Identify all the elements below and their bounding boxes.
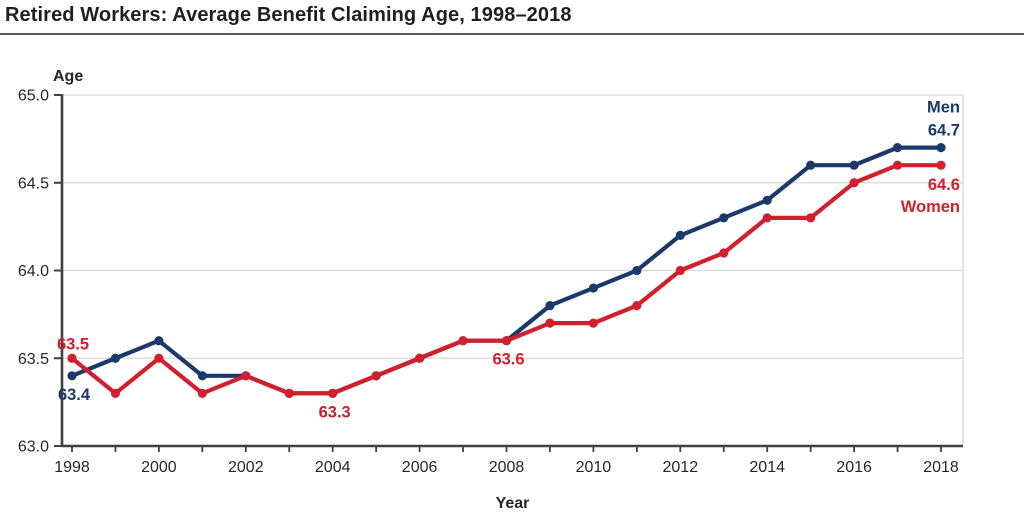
x-tick-label: 2016 bbox=[836, 459, 872, 476]
women-point-marker bbox=[675, 265, 685, 276]
x-tick-label: 2006 bbox=[402, 459, 438, 476]
women-point-marker bbox=[719, 248, 729, 258]
annotation-label-63.5: 63.5 bbox=[57, 335, 89, 353]
title-rule bbox=[0, 33, 1024, 35]
men-point-marker bbox=[936, 143, 946, 153]
women-point-marker bbox=[588, 318, 599, 328]
annotation-label-women: Women bbox=[901, 198, 960, 216]
men-point-marker bbox=[849, 160, 859, 170]
x-tick-label: 2002 bbox=[228, 459, 264, 476]
annotation-label-men: Men bbox=[927, 99, 960, 117]
x-tick-label: 2000 bbox=[141, 459, 177, 476]
x-axis-title: Year bbox=[496, 495, 530, 512]
women-point-marker bbox=[284, 388, 294, 398]
women-point-marker bbox=[458, 336, 468, 346]
men-point-marker bbox=[806, 160, 816, 170]
men-point-marker bbox=[110, 353, 121, 363]
chart-title: Retired Workers: Average Benefit Claimin… bbox=[5, 4, 572, 26]
y-axis-title: Age bbox=[53, 68, 83, 85]
women-point-marker bbox=[501, 336, 512, 346]
x-tick-label: 2012 bbox=[663, 459, 699, 476]
women-point-marker bbox=[849, 178, 859, 188]
women-point-marker bbox=[110, 388, 121, 398]
x-tick-label: 2010 bbox=[576, 459, 612, 476]
women-point-marker bbox=[197, 388, 207, 398]
x-tick-label: 1998 bbox=[54, 459, 90, 476]
x-tick-label: 2018 bbox=[923, 459, 959, 476]
women-point-marker bbox=[762, 213, 772, 223]
men-point-marker bbox=[588, 283, 599, 293]
y-tick-label: 63.5 bbox=[18, 351, 49, 368]
women-point-marker bbox=[154, 353, 164, 363]
men-point-marker bbox=[545, 301, 555, 311]
men-point-marker bbox=[719, 213, 729, 223]
women-point-marker bbox=[936, 160, 946, 170]
men-point-marker bbox=[762, 195, 772, 205]
annotation-label-64.6: 64.6 bbox=[928, 176, 960, 194]
women-point-marker bbox=[67, 353, 77, 363]
men-point-marker bbox=[154, 336, 164, 346]
annotation-label-63.6: 63.6 bbox=[492, 351, 524, 369]
men-point-marker bbox=[892, 143, 903, 153]
women-point-marker bbox=[415, 353, 425, 363]
y-tick-label: 64.5 bbox=[18, 175, 49, 192]
annotation-label-63.4: 63.4 bbox=[58, 386, 91, 404]
y-tick-label: 63.0 bbox=[18, 439, 49, 456]
women-point-marker bbox=[545, 318, 555, 328]
women-point-marker bbox=[371, 371, 381, 381]
x-tick-label: 2008 bbox=[489, 459, 525, 476]
women-point-marker bbox=[632, 301, 642, 311]
annotation-label-64.7: 64.7 bbox=[928, 122, 960, 140]
x-tick-label: 2004 bbox=[315, 459, 351, 476]
annotation-label-63.3: 63.3 bbox=[319, 403, 351, 421]
women-point-marker bbox=[241, 371, 251, 381]
x-tick-label: 2014 bbox=[749, 459, 785, 476]
women-point-marker bbox=[328, 388, 338, 398]
y-tick-label: 65.0 bbox=[18, 88, 49, 105]
women-point-marker bbox=[892, 160, 903, 170]
y-tick-label: 64.0 bbox=[18, 263, 49, 280]
women-point-marker bbox=[806, 213, 816, 223]
men-point-marker bbox=[67, 371, 77, 381]
men-point-marker bbox=[675, 230, 685, 240]
men-point-marker bbox=[632, 265, 642, 276]
men-point-marker bbox=[197, 371, 207, 381]
